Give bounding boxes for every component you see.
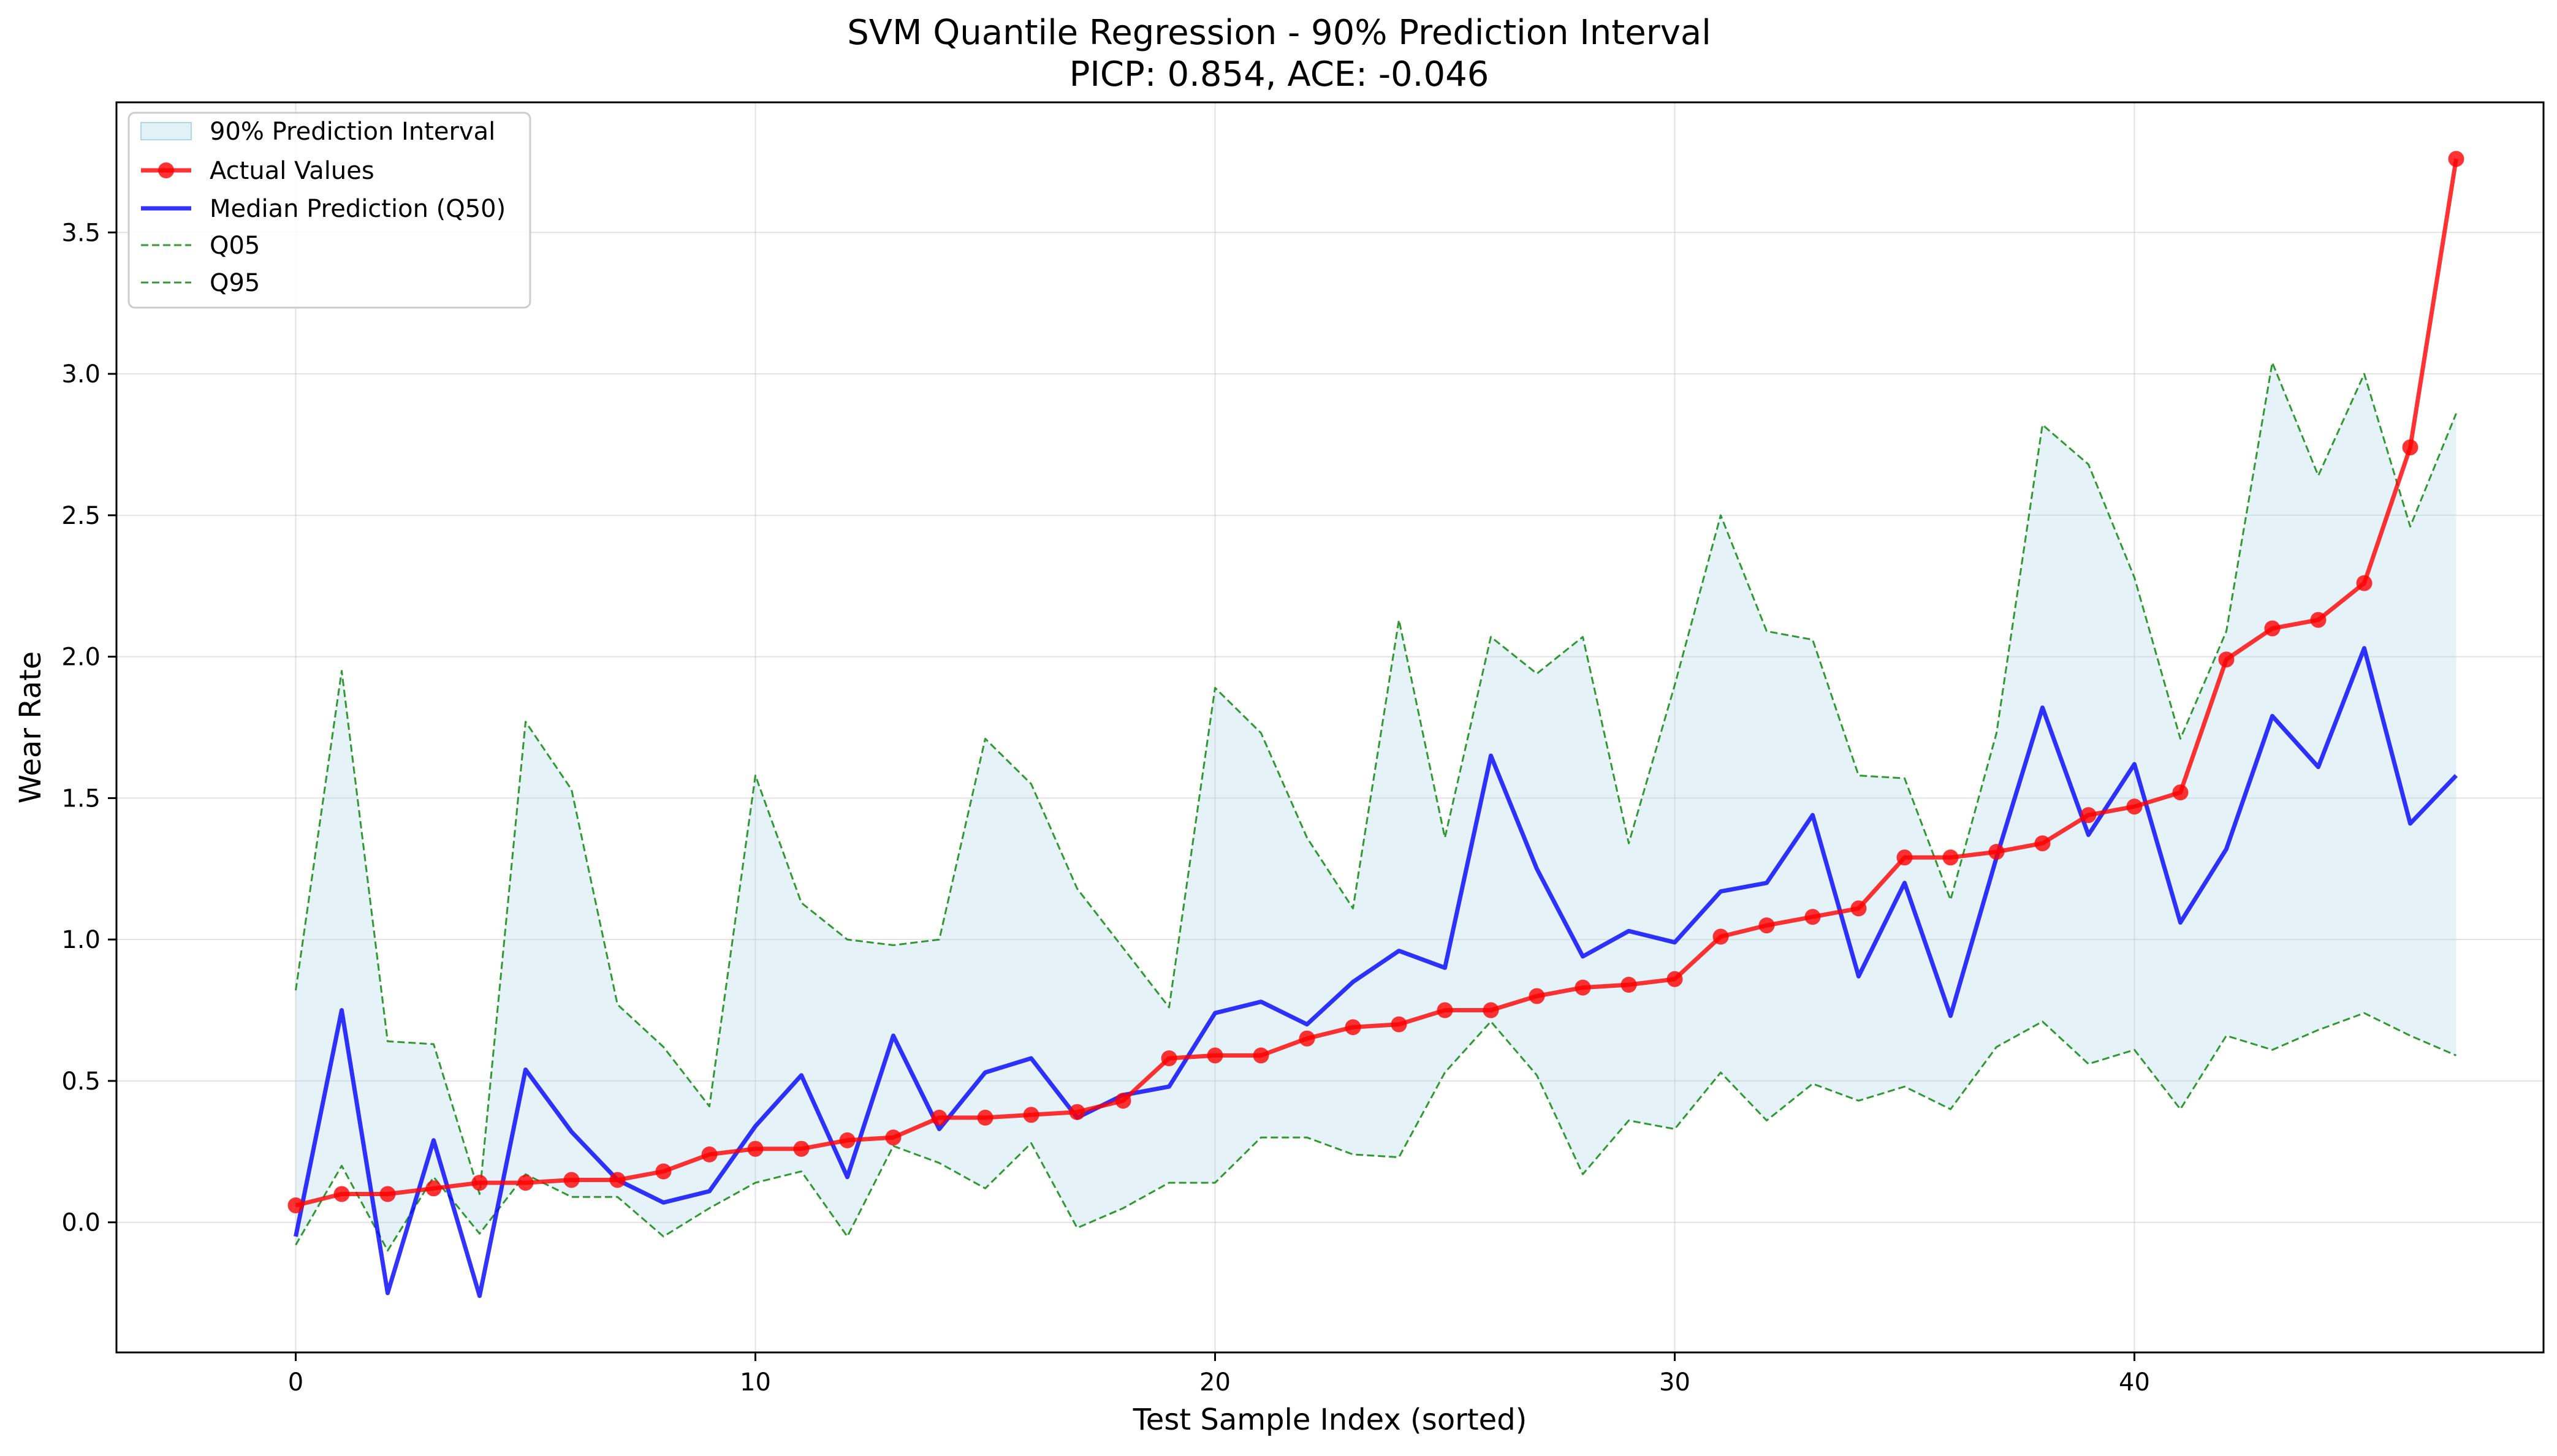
actual-value-point xyxy=(2448,151,2464,167)
y-tick-label: 2.5 xyxy=(61,502,101,530)
actual-value-point xyxy=(517,1175,534,1191)
actual-value-point xyxy=(1345,1019,1361,1036)
actual-value-point xyxy=(1161,1050,1177,1066)
actual-value-point xyxy=(1391,1016,1407,1033)
x-tick-label: 30 xyxy=(1659,1368,1690,1397)
gridlines xyxy=(116,102,2544,1352)
y-tick-label: 1.5 xyxy=(61,784,101,813)
actual-value-point xyxy=(379,1186,396,1202)
legend-marker-actual xyxy=(158,162,174,178)
actual-value-point xyxy=(931,1109,948,1126)
actual-value-point xyxy=(2034,835,2051,852)
x-tick-label: 0 xyxy=(288,1368,303,1397)
y-tick-label: 0.0 xyxy=(61,1209,101,1237)
x-tick-label: 40 xyxy=(2119,1368,2150,1397)
actual-value-point xyxy=(1069,1104,1085,1120)
legend-box xyxy=(127,112,531,309)
actual-value-point xyxy=(1896,849,1913,866)
y-axis-label: Wear Rate xyxy=(13,651,48,804)
series-line-q05 xyxy=(295,1012,2457,1252)
actual-value-point xyxy=(655,1163,672,1180)
actual-value-point xyxy=(1023,1107,1039,1123)
actual-value-point xyxy=(2356,575,2373,591)
y-axis-ticks: 0.0 0.5 1.0 1.5 2.0 2.5 3.0 3.5 xyxy=(61,219,116,1237)
actual-value-point xyxy=(425,1180,442,1197)
legend-label-interval: 90% Prediction Interval xyxy=(210,118,495,146)
actual-value-point xyxy=(2126,798,2143,815)
actual-value-point xyxy=(1758,917,1775,934)
x-tick-label: 20 xyxy=(1199,1368,1231,1397)
actual-value-point xyxy=(1666,971,1683,987)
actual-value-point xyxy=(2080,807,2097,824)
legend-label-actual: Actual Values xyxy=(210,157,374,185)
x-axis-ticks: 0 10 20 30 40 xyxy=(288,1352,2150,1397)
series-line-median-prediction-q50 xyxy=(294,646,2458,1299)
actual-value-point xyxy=(1115,1093,1131,1109)
actual-value-point xyxy=(1575,979,1591,996)
y-tick-label: 3.5 xyxy=(61,219,101,247)
actual-markers xyxy=(287,151,2464,1213)
actual-value-point xyxy=(563,1172,580,1188)
actual-value-point xyxy=(1299,1030,1315,1047)
actual-value-point xyxy=(1620,977,1637,993)
actual-value-point xyxy=(1712,928,1729,945)
legend: 90% Prediction Interval Actual Values Me… xyxy=(127,112,531,309)
actual-value-point xyxy=(1437,1002,1453,1018)
actual-value-point xyxy=(2402,439,2418,456)
actual-value-point xyxy=(701,1146,718,1162)
actual-value-point xyxy=(747,1140,764,1157)
actual-value-point xyxy=(1850,900,1867,917)
actual-value-point xyxy=(839,1132,856,1148)
actual-value-point xyxy=(2172,784,2189,801)
plot-area-frame xyxy=(115,101,2545,1354)
y-tick-label: 0.5 xyxy=(61,1067,101,1096)
legend-label-median: Median Prediction (Q50) xyxy=(210,195,506,223)
actual-value-point xyxy=(1942,849,1959,866)
x-tick-label: 10 xyxy=(740,1368,771,1397)
actual-value-point xyxy=(2310,612,2327,628)
chart-subtitle: PICP: 0.854, ACE: -0.046 xyxy=(1070,55,1489,94)
actual-value-point xyxy=(333,1186,350,1202)
actual-value-point xyxy=(1988,844,2005,860)
y-tick-label: 1.0 xyxy=(61,926,101,954)
actual-value-point xyxy=(609,1172,626,1188)
y-tick-label: 2.0 xyxy=(61,643,101,672)
series-line-q95 xyxy=(295,362,2457,1195)
x-axis-label: Test Sample Index (sorted) xyxy=(1133,1403,1527,1437)
actual-value-point xyxy=(471,1175,488,1191)
actual-value-point xyxy=(1207,1047,1223,1064)
legend-swatch-interval xyxy=(140,122,192,140)
interval-fill xyxy=(295,362,2456,1251)
actual-value-point xyxy=(793,1140,810,1157)
legend-label-q05: Q05 xyxy=(210,232,260,260)
chart-title: SVM Quantile Regression - 90% Prediction… xyxy=(847,13,1711,53)
actual-value-point xyxy=(1529,988,1545,1004)
y-tick-label: 3.0 xyxy=(61,360,101,389)
actual-value-point xyxy=(1804,909,1821,925)
actual-value-point xyxy=(1253,1047,1269,1064)
actual-value-point xyxy=(885,1129,902,1146)
actual-value-point xyxy=(1483,1002,1499,1018)
prediction-interval-band xyxy=(295,362,2456,1251)
actual-value-point xyxy=(287,1197,304,1213)
legend-label-q95: Q95 xyxy=(210,269,260,297)
actual-value-point xyxy=(2218,651,2235,668)
actual-value-point xyxy=(977,1109,994,1126)
actual-value-point xyxy=(2264,620,2281,637)
